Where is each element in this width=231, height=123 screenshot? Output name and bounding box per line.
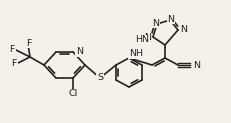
Text: F: F — [12, 59, 17, 68]
Text: N: N — [167, 15, 174, 23]
Text: F: F — [10, 46, 15, 54]
Text: NH: NH — [129, 49, 143, 59]
Text: HN: HN — [135, 36, 149, 45]
Text: N: N — [76, 47, 83, 56]
Text: N: N — [180, 25, 187, 34]
Text: F: F — [26, 38, 32, 47]
Text: N: N — [152, 18, 159, 28]
Text: Cl: Cl — [68, 90, 78, 99]
Text: S: S — [97, 74, 103, 83]
Text: N: N — [144, 33, 151, 43]
Text: N: N — [193, 61, 200, 69]
